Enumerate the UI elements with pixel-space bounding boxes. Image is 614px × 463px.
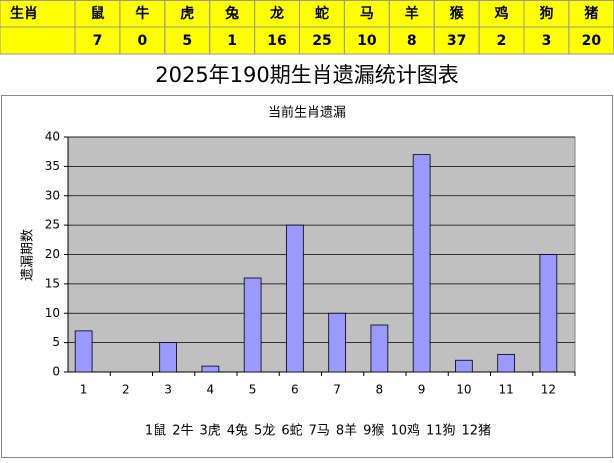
legend-item: 11狗 — [426, 424, 456, 439]
y-tick-label: 35 — [45, 159, 60, 173]
x-tick-label: 7 — [333, 383, 341, 397]
table-value: 0 — [137, 33, 147, 49]
y-axis-label: 遗漏期数 — [20, 229, 36, 281]
legend-item: 2牛 — [172, 424, 193, 439]
y-tick-label: 30 — [45, 188, 60, 202]
table-value: 16 — [267, 33, 286, 49]
table-header: 兔 — [224, 5, 239, 22]
x-tick-label: 3 — [164, 383, 172, 397]
chart-frame — [1, 95, 613, 458]
x-tick-label: 5 — [249, 383, 257, 397]
chart-title: 当前生肖遗漏 — [268, 105, 346, 121]
table-value: 37 — [447, 33, 466, 49]
legend-item: 6蛇 — [281, 424, 302, 439]
bar — [243, 277, 262, 373]
bar — [497, 353, 515, 373]
x-tick-label: 10 — [456, 383, 471, 397]
y-tick-label: 10 — [45, 306, 60, 320]
bar — [328, 312, 346, 373]
bar — [455, 359, 473, 373]
x-tick-label: 2 — [122, 383, 130, 397]
table-header: 马 — [360, 6, 374, 22]
table-value: 3 — [542, 33, 552, 49]
table-header: 鸡 — [494, 5, 509, 22]
x-tick-label: 1 — [80, 383, 88, 397]
bar — [74, 330, 93, 373]
legend-item: 3虎 — [199, 424, 220, 439]
table-value: 2 — [497, 33, 507, 49]
table-value: 7 — [93, 33, 103, 49]
table-header: 龙 — [269, 5, 284, 22]
x-tick-label: 12 — [541, 383, 556, 397]
y-tick-label: 25 — [45, 218, 60, 232]
bar — [286, 224, 304, 373]
legend-item: 9猴 — [363, 424, 384, 439]
y-tick-label: 5 — [52, 335, 60, 349]
bar — [539, 254, 558, 373]
y-tick-label: 20 — [45, 247, 60, 261]
bar — [159, 342, 177, 373]
table-value: 5 — [182, 33, 192, 49]
table-value: 8 — [407, 33, 417, 49]
table-header: 羊 — [405, 5, 419, 22]
legend-item: 8羊 — [336, 423, 357, 439]
x-tick-label: 11 — [498, 383, 513, 397]
table-header: 鼠 — [90, 5, 104, 22]
table-value: 20 — [582, 33, 602, 49]
table-header: 虎 — [180, 5, 194, 22]
table-header: 猪 — [583, 5, 598, 22]
table-header: 蛇 — [315, 5, 329, 22]
x-tick-label: 9 — [418, 383, 426, 397]
x-tick-label: 8 — [376, 383, 384, 397]
table-value: 10 — [357, 33, 377, 49]
table-value: 1 — [227, 33, 237, 49]
page-title: 2025年190期生肖遗漏统计图表 — [155, 63, 459, 87]
x-tick-label: 4 — [207, 383, 215, 397]
legend-item: 1鼠 — [145, 424, 166, 439]
table-header: 牛 — [135, 5, 149, 22]
y-tick-label: 0 — [52, 365, 60, 379]
legend-item: 4兔 — [227, 424, 248, 439]
legend-item: 12猪 — [462, 424, 492, 439]
legend-item: 7马 — [309, 424, 330, 439]
y-tick-label: 40 — [45, 130, 60, 144]
table-value: 25 — [312, 33, 331, 49]
x-tick-label: 6 — [291, 383, 299, 397]
table-header: 生肖 — [10, 5, 38, 22]
legend-item: 10鸡 — [390, 423, 420, 439]
table-header: 狗 — [539, 5, 553, 22]
y-tick-label: 15 — [45, 276, 60, 290]
bar — [370, 324, 389, 373]
legend-item: 5龙 — [254, 424, 275, 439]
bar — [412, 154, 431, 373]
bar — [201, 365, 220, 373]
table-header: 猴 — [449, 5, 465, 22]
